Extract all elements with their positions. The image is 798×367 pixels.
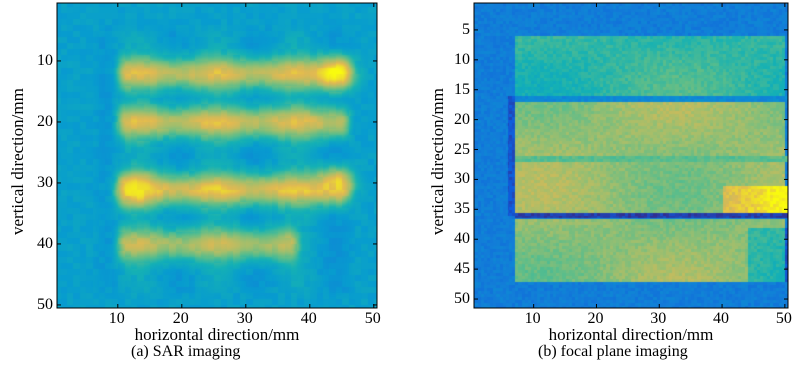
caption-a: (a) SAR imaging (131, 343, 241, 360)
y-tick-label: 10 (37, 51, 53, 69)
y-tick-label: 50 (37, 295, 53, 313)
axes-box (56, 2, 378, 309)
x-tick-label: 50 (775, 310, 792, 327)
x-tick-label: 40 (713, 310, 730, 327)
y-tick-label: 30 (37, 173, 53, 191)
x-tick-label: 30 (236, 310, 253, 327)
y-tick-label: 40 (454, 230, 470, 248)
x-tick-label: 20 (587, 310, 604, 327)
y-tick-label: 25 (454, 140, 470, 158)
y-tick-label: 15 (454, 80, 470, 98)
x-axis-label-b: horizontal direction/mm (548, 325, 714, 344)
y-tick-label: 45 (454, 260, 470, 278)
x-tick-label: 30 (650, 310, 667, 327)
x-tick-label: 10 (524, 310, 541, 327)
y-tick-label: 20 (37, 112, 53, 130)
heatmap-focal-plane-imaging (474, 3, 788, 308)
y-tick-label: 5 (462, 20, 470, 38)
x-tick-label: 40 (300, 310, 317, 327)
heatmap-sar-imaging (57, 3, 377, 308)
y-axis-label-b: vertical direction/mm (428, 88, 447, 235)
y-tick-label: 35 (454, 200, 470, 218)
x-tick-label: 50 (364, 310, 381, 327)
x-tick-label: 20 (172, 310, 189, 327)
y-tick-label: 40 (37, 234, 53, 252)
x-tick-label: 10 (108, 310, 125, 327)
y-tick-label: 10 (454, 50, 470, 68)
caption-b: (b) focal plane imaging (538, 343, 688, 360)
y-tick-label: 30 (454, 170, 470, 188)
x-axis-label-a: horizontal direction/mm (134, 325, 300, 344)
y-tick-label: 20 (454, 110, 470, 128)
axes-box (473, 2, 789, 309)
y-tick-label: 50 (454, 290, 470, 308)
